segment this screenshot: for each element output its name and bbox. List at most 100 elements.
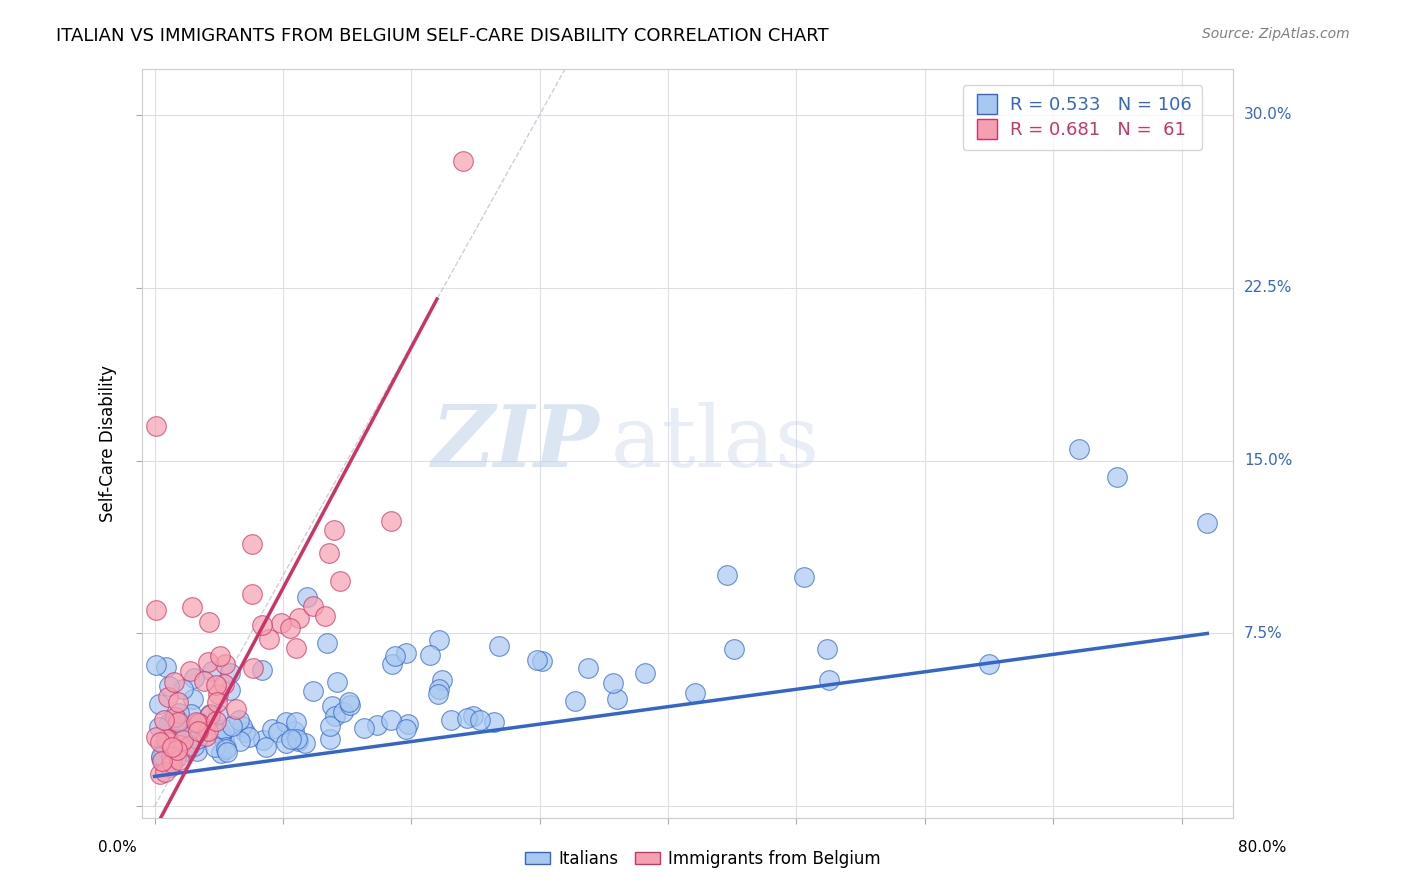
Point [240,587,263,601]
Point [395,646,418,660]
Point [233,725,256,739]
Point [419,648,441,662]
Point [484,715,506,730]
Point [430,673,453,687]
Point [194,729,217,743]
Legend: R = 0.533   N = 106, R = 0.681   N =  61: R = 0.533 N = 106, R = 0.681 N = 61 [963,85,1202,150]
Point [456,711,478,725]
Point [329,574,352,588]
Point [384,648,406,663]
Point [145,730,167,744]
Point [198,706,221,721]
Point [163,739,186,753]
Point [242,661,264,675]
Point [157,690,180,704]
Point [381,657,404,671]
Text: Source: ZipAtlas.com: Source: ZipAtlas.com [1202,27,1350,41]
Point [153,713,176,727]
Point [280,732,302,747]
Text: 22.5%: 22.5% [1244,280,1292,295]
Point [229,733,252,747]
Point [287,734,309,748]
Point [294,736,316,750]
Point [162,739,184,754]
Point [163,710,186,724]
Point [321,699,343,714]
Text: 0.0%: 0.0% [98,840,138,855]
Point [1067,442,1090,456]
Point [270,615,292,630]
Point [301,599,323,613]
Point [169,718,191,732]
Point [225,701,247,715]
Point [240,537,263,551]
Point [302,683,325,698]
Point [209,727,232,741]
Point [162,756,184,771]
Point [207,707,229,722]
Point [793,570,815,584]
Text: atlas: atlas [612,401,820,485]
Point [155,732,177,747]
Point [254,739,277,754]
Point [179,739,201,753]
Point [169,753,191,767]
Point [316,635,339,649]
Legend: Italians, Immigrants from Belgium: Italians, Immigrants from Belgium [519,844,887,875]
Point [204,714,226,728]
Point [576,661,599,675]
Point [167,706,190,720]
Point [163,675,186,690]
Point [156,742,179,756]
Point [288,611,311,625]
Point [451,153,474,168]
Point [209,746,232,760]
Point [166,750,188,764]
Point [186,744,208,758]
Point [326,674,349,689]
Point [285,731,308,746]
Point [380,514,402,528]
Point [198,707,221,722]
Point [564,694,586,708]
Point [145,657,167,672]
Point [187,715,209,730]
Point [150,754,173,768]
Point [201,665,224,679]
Point [1197,516,1219,530]
Point [257,632,280,647]
Point [153,764,176,779]
Point [219,682,242,697]
Point [979,657,1001,671]
Point [186,722,208,736]
Point [187,724,209,739]
Point [162,716,184,731]
Point [172,732,194,747]
Point [197,724,219,739]
Point [172,681,194,696]
Point [238,730,260,744]
Point [815,642,838,657]
Point [526,653,548,667]
Text: ZIP: ZIP [432,401,600,485]
Point [159,760,181,774]
Point [231,719,253,733]
Point [207,687,229,701]
Point [337,695,360,709]
Point [197,615,219,629]
Point [530,655,553,669]
Point [176,744,198,758]
Point [149,748,172,763]
Point [366,718,388,732]
Point [319,731,342,746]
Point [183,739,205,754]
Point [181,599,204,614]
Point [818,673,841,688]
Y-axis label: Self-Care Disability: Self-Care Disability [100,365,117,522]
Point [167,715,190,730]
Point [166,742,188,756]
Point [179,665,201,679]
Point [395,722,418,736]
Point [214,657,236,672]
Point [606,692,628,706]
